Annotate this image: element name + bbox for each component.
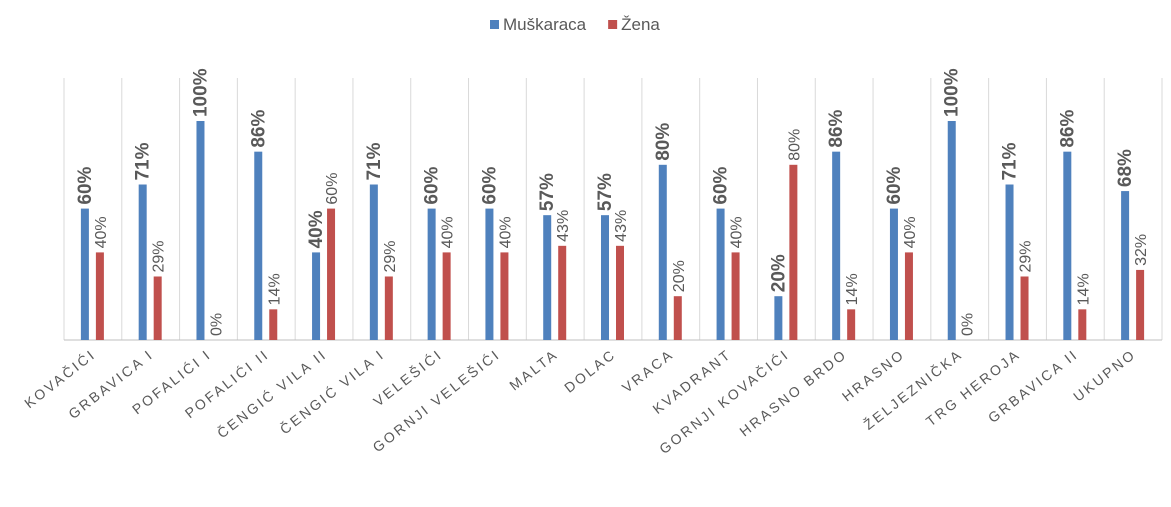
bar: [904, 252, 913, 340]
data-label: 71%: [364, 142, 385, 180]
bar: [716, 208, 725, 340]
data-label: 43%: [555, 210, 572, 242]
data-label: 80%: [786, 129, 803, 161]
data-label: 86%: [826, 110, 847, 148]
bar: [832, 151, 841, 340]
data-label: 86%: [248, 110, 269, 148]
x-tick-label: ČENGIĆ VILA I: [277, 346, 388, 438]
data-label: 86%: [1057, 110, 1078, 148]
data-label: 60%: [75, 166, 96, 204]
data-label: 68%: [1115, 149, 1136, 187]
data-label: 32%: [1133, 234, 1150, 266]
bar: [658, 164, 667, 340]
data-label: 29%: [151, 240, 168, 272]
bar: [774, 296, 783, 340]
data-label: 20%: [768, 254, 789, 292]
bar: [1020, 276, 1029, 340]
data-label: 40%: [729, 216, 746, 248]
bar: [1005, 184, 1014, 340]
bar: [427, 208, 436, 340]
data-label: 14%: [844, 273, 861, 305]
data-label: 0%: [960, 313, 977, 336]
bar: [485, 208, 494, 340]
bar: [889, 208, 898, 340]
legend-swatch: [608, 20, 618, 29]
x-tick-label: VRACA: [619, 346, 677, 396]
bar: [673, 296, 682, 340]
data-label: 100%: [942, 68, 963, 117]
legend-label: Muškaraca: [503, 15, 587, 34]
x-tick-label: UKUPNO: [1070, 346, 1139, 405]
data-label: 40%: [306, 210, 327, 248]
data-label: 20%: [671, 260, 688, 292]
data-label: 57%: [595, 173, 616, 211]
data-label: 71%: [1000, 142, 1021, 180]
bar: [95, 252, 104, 340]
data-label: 60%: [324, 173, 341, 205]
data-label: 57%: [537, 173, 558, 211]
x-tick-label: MALTA: [506, 346, 561, 394]
bar: [543, 215, 552, 340]
data-label: 43%: [613, 210, 630, 242]
bar: [80, 208, 89, 340]
data-label: 14%: [266, 273, 283, 305]
data-label: 71%: [133, 142, 154, 180]
data-label: 0%: [208, 313, 225, 336]
data-label: 29%: [1018, 240, 1035, 272]
data-label: 60%: [479, 166, 500, 204]
data-label: 40%: [440, 216, 457, 248]
data-label: 60%: [422, 166, 443, 204]
bar: [196, 121, 205, 340]
bar: [327, 208, 336, 340]
data-label: 60%: [711, 166, 732, 204]
data-label: 100%: [190, 68, 211, 117]
bar: [153, 276, 162, 340]
legend-label: Žena: [621, 15, 660, 34]
data-label: 80%: [653, 123, 674, 161]
bar: [731, 252, 740, 340]
bar: [947, 121, 956, 340]
data-label: 29%: [382, 240, 399, 272]
bar: [1078, 309, 1087, 340]
x-tick-label: HRASNO BRDO: [736, 346, 850, 440]
bar: [500, 252, 509, 340]
bar: [789, 164, 798, 340]
bar: [601, 215, 609, 340]
bar: [1136, 269, 1145, 340]
data-label: 40%: [497, 216, 514, 248]
data-label: 60%: [884, 166, 905, 204]
x-tick-label: TRG HEROJA: [923, 346, 1024, 430]
bar: [254, 151, 263, 340]
x-tick-label: ČENGIĆ VILA II: [214, 346, 330, 441]
x-tick-label: DOLAC: [561, 346, 619, 396]
bar: [138, 184, 147, 340]
data-label: 40%: [93, 216, 110, 248]
bar: [384, 276, 393, 340]
data-label: 40%: [902, 216, 919, 248]
bar: [847, 309, 856, 340]
bar: [442, 252, 451, 340]
legend-swatch: [490, 20, 499, 29]
bar: [269, 309, 278, 340]
bar: [369, 184, 378, 340]
bar: [1063, 151, 1072, 340]
bar: [558, 245, 567, 340]
bar: [1121, 191, 1130, 340]
bar: [312, 252, 321, 340]
x-tick-label: ŽELJEZNIČKA: [860, 346, 965, 433]
data-label: 14%: [1075, 273, 1092, 305]
bar: [616, 245, 624, 340]
